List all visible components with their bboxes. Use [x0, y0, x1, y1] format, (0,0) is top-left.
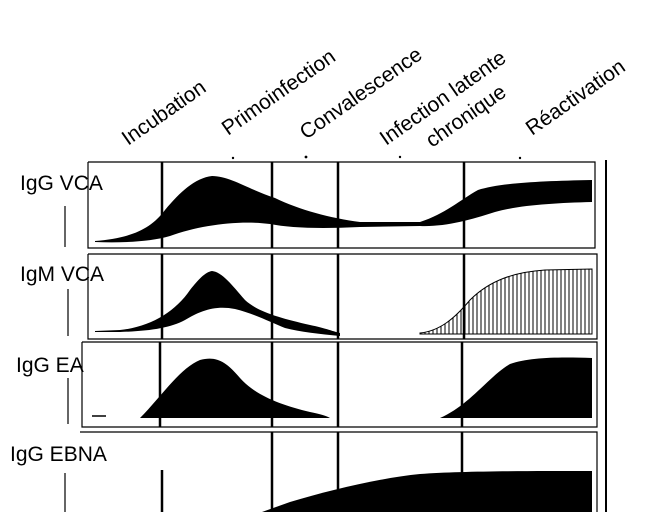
phase-label-reactivation: Réactivation [522, 55, 630, 140]
curve-igg-vca [95, 176, 592, 243]
phase-dividers [158, 162, 466, 512]
phase-labels: Incubation Primoinfection Convalescence … [118, 43, 630, 152]
row-label-igg-ebna: IgG EBNA [10, 443, 107, 466]
phase-label-incubation: Incubation [118, 76, 211, 150]
row-frames [64, 161, 598, 512]
hatched-reactivation-igm [419, 268, 593, 335]
curve-igg-ebna [262, 471, 592, 512]
row-label-igg-vca: IgG VCA [20, 172, 103, 195]
curve-igg-ea [92, 357, 592, 418]
curve-igm-vca [95, 268, 593, 336]
row-label-igg-ea: IgG EA [16, 354, 84, 377]
row-label-igm-vca: IgM VCA [20, 263, 104, 286]
label-dots [231, 155, 522, 160]
